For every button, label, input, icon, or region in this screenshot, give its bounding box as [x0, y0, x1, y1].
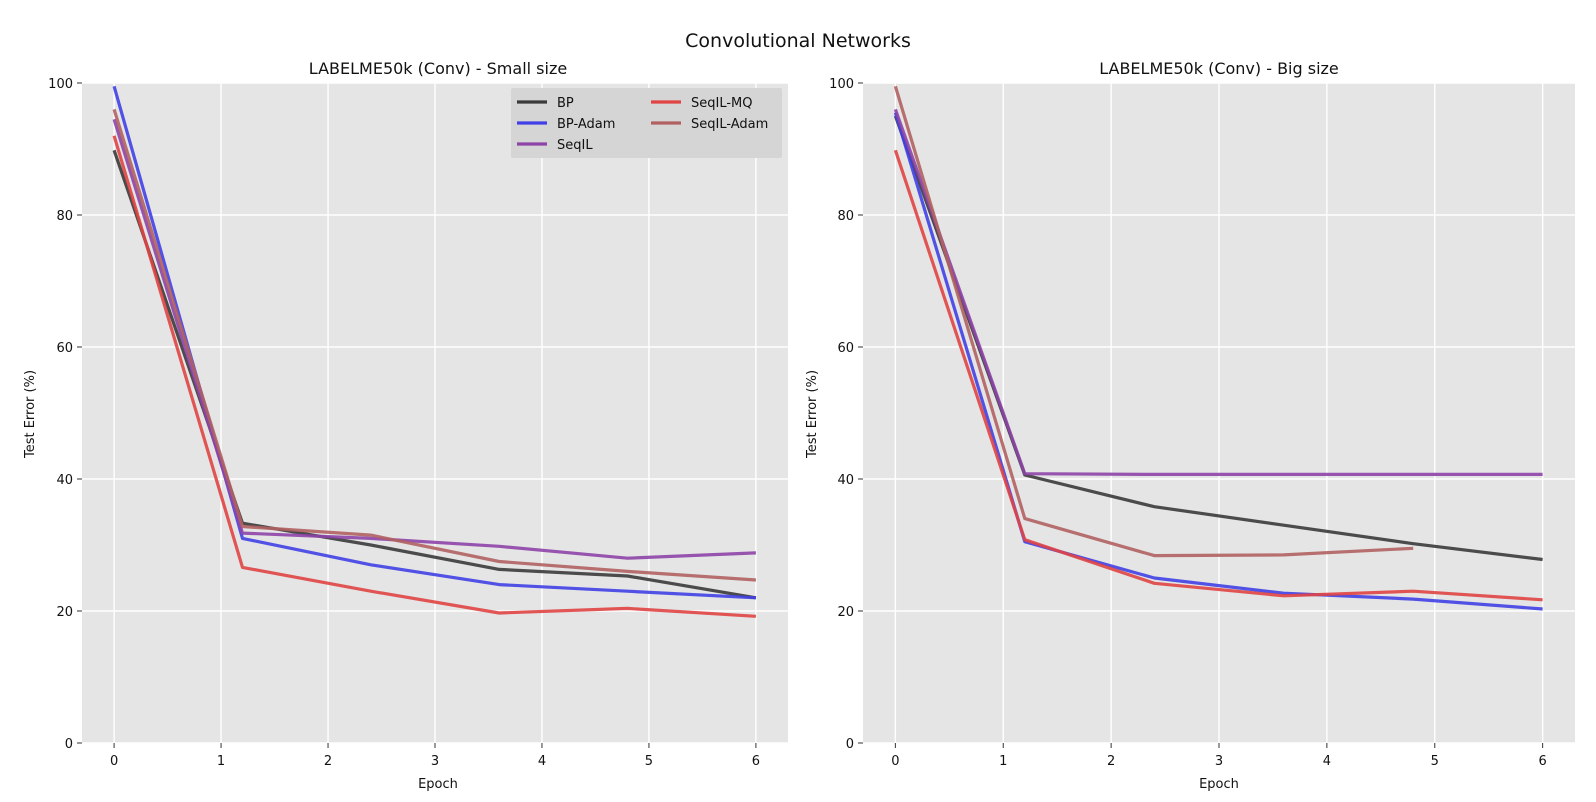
x-tick-label-small-size: 0	[110, 754, 118, 769]
chart-panel-big-size: LABELME50k (Conv) - Big size Epoch Test …	[805, 59, 1575, 792]
x-axis-label-small-size: Epoch	[418, 777, 458, 792]
legend-item-seqil-mq: SeqIL-MQ	[651, 96, 753, 111]
x-tick-label-big-size: 6	[1538, 754, 1546, 769]
figure-suptitle: Convolutional Networks	[685, 30, 911, 52]
y-tick-label-small-size: 100	[48, 77, 73, 92]
legend-item-seqil: SeqIL	[517, 138, 593, 153]
y-tick-label-big-size: 20	[837, 605, 854, 620]
chart-panel-small-size: LABELME50k (Conv) - Small size Epoch Tes…	[23, 59, 788, 792]
x-tick-label-small-size: 5	[645, 754, 653, 769]
x-tick-label-small-size: 4	[538, 754, 546, 769]
legend-label-bp: BP	[557, 96, 574, 111]
x-tick-label-small-size: 2	[324, 754, 332, 769]
x-tick-label-big-size: 2	[1107, 754, 1115, 769]
series-line-seqil-mq-small-size	[112, 135, 756, 618]
chart-title-big-size: LABELME50k (Conv) - Big size	[1099, 59, 1339, 78]
x-tick-label-big-size: 5	[1431, 754, 1439, 769]
x-tick-label-small-size: 6	[752, 754, 760, 769]
legend-label-seqil-mq: SeqIL-MQ	[691, 96, 753, 111]
y-tick-label-small-size: 0	[65, 737, 73, 752]
legend-label-bp-adam: BP-Adam	[557, 117, 615, 132]
y-axis-label-small-size: Test Error (%)	[23, 370, 38, 459]
legend-item-bp: BP	[517, 96, 574, 111]
legend-box-small-size	[511, 88, 782, 158]
series-line-seqil-adam-big-size	[893, 85, 1414, 558]
x-tick-label-small-size: 1	[217, 754, 225, 769]
legend-label-seqil: SeqIL	[557, 138, 593, 153]
series-line-seqil-adam-small-size	[112, 108, 757, 582]
y-tick-label-big-size: 0	[846, 737, 854, 752]
series-line-seqil-small-size	[112, 118, 756, 560]
y-tick-label-small-size: 60	[56, 341, 73, 356]
x-tick-label-big-size: 1	[999, 754, 1007, 769]
y-axis-label-big-size: Test Error (%)	[805, 370, 820, 459]
y-tick-label-big-size: 40	[837, 473, 854, 488]
x-tick-label-big-size: 4	[1323, 754, 1331, 769]
x-tick-label-big-size: 3	[1215, 754, 1223, 769]
series-line-seqil-big-size	[893, 108, 1543, 476]
x-tick-label-small-size: 3	[431, 754, 439, 769]
y-tick-label-small-size: 20	[56, 605, 73, 620]
legend-label-seqil-adam: SeqIL-Adam	[691, 117, 768, 132]
x-tick-label-big-size: 0	[891, 754, 899, 769]
x-axis-label-big-size: Epoch	[1199, 777, 1239, 792]
y-tick-label-small-size: 80	[56, 209, 73, 224]
y-tick-label-small-size: 40	[56, 473, 73, 488]
legend-item-bp-adam: BP-Adam	[517, 117, 615, 132]
legend-small-size: BP BP-Adam SeqIL SeqIL-MQ SeqIL-Adam	[511, 88, 782, 158]
series-line-seqil-mq-big-size	[893, 149, 1543, 602]
legend-item-seqil-adam: SeqIL-Adam	[651, 117, 768, 132]
y-tick-label-big-size: 60	[837, 341, 854, 356]
y-tick-label-big-size: 100	[829, 77, 854, 92]
chart-title-small-size: LABELME50k (Conv) - Small size	[309, 59, 567, 78]
y-tick-label-big-size: 80	[837, 209, 854, 224]
